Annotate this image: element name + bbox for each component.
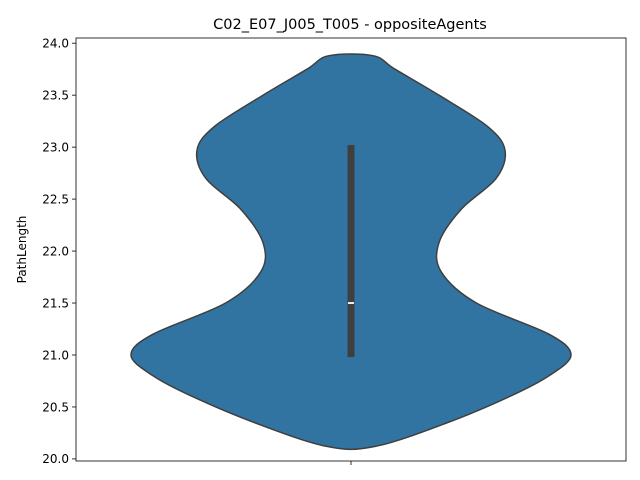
- chart-title: C02_E07_J005_T005 - oppositeAgents: [213, 17, 487, 33]
- y-tick-label: 23.0: [42, 140, 69, 154]
- y-tick-label: 24.0: [42, 36, 69, 50]
- y-tick-label: 20.0: [42, 452, 69, 466]
- y-tick-label: 20.5: [42, 400, 69, 414]
- y-tick-label: 21.5: [42, 296, 69, 310]
- y-tick-label: 21.0: [42, 348, 69, 362]
- y-tick-label: 22.0: [42, 244, 69, 258]
- y-tick-label: 22.5: [42, 192, 69, 206]
- y-tick-label: 23.5: [42, 88, 69, 102]
- y-axis-ticks: 20.0 20.5 21.0 21.5 22.0 22.5 23.0 23.5 24.0: [42, 36, 76, 466]
- interquartile-box: [347, 145, 355, 358]
- y-axis-label: PathLength: [15, 216, 29, 284]
- plot-area: [130, 53, 572, 451]
